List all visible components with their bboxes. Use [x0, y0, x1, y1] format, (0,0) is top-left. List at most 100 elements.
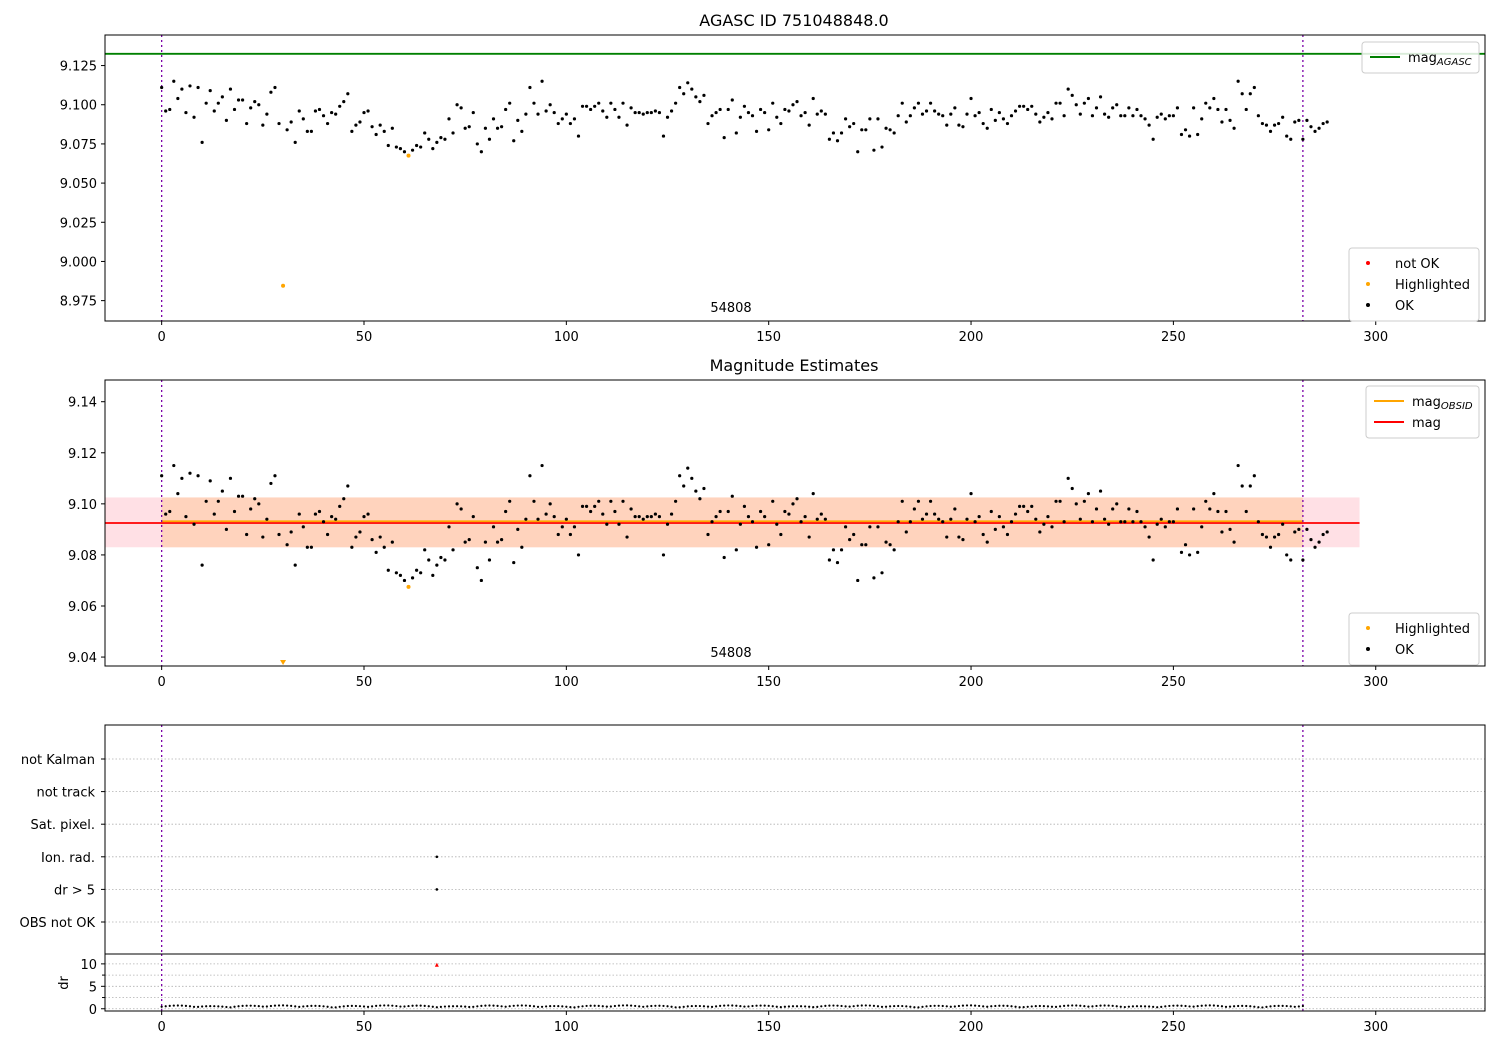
dr-point: [1216, 1004, 1220, 1007]
dr-point: [196, 1005, 200, 1008]
ok-point: [779, 532, 783, 537]
ok-point: [1066, 87, 1070, 91]
dr-point: [706, 1005, 710, 1008]
ok-point: [637, 515, 641, 519]
x-tick-label: 300: [1363, 675, 1388, 690]
dr-point: [358, 1005, 362, 1008]
dr-point: [261, 1005, 264, 1008]
ok-point: [184, 110, 188, 115]
panel1-title: AGASC ID 751048848.0: [699, 11, 888, 30]
dr-point: [1002, 1004, 1005, 1007]
ok-point: [471, 515, 475, 519]
dr-point: [860, 1004, 863, 1007]
dr-point: [1184, 1004, 1187, 1008]
ok-point: [848, 537, 852, 542]
ok-point: [204, 499, 208, 503]
dr-point: [354, 1004, 358, 1008]
dr-point: [508, 1005, 511, 1008]
ok-point: [904, 120, 908, 124]
flag-point: [435, 888, 439, 891]
ok-point: [872, 576, 876, 580]
ok-point: [945, 535, 949, 539]
ok-point: [783, 107, 787, 112]
ok-point: [852, 532, 856, 537]
ok-point: [937, 112, 941, 116]
dr-point: [678, 1006, 681, 1009]
ok-point: [439, 555, 443, 560]
dr-point: [1071, 1004, 1074, 1007]
dr-point: [225, 1005, 228, 1009]
x-tick-label: 100: [554, 675, 579, 690]
ok-point: [888, 128, 892, 132]
dr-point: [1180, 1004, 1183, 1007]
ok-point: [1232, 540, 1236, 544]
ok-point: [200, 563, 204, 567]
dr-point: [674, 1006, 677, 1009]
dr-point: [431, 1005, 434, 1008]
ok-point: [1038, 530, 1042, 534]
ok-point: [609, 101, 613, 105]
ok-point: [1107, 522, 1111, 526]
ok-point: [835, 139, 840, 143]
ok-point: [1038, 120, 1042, 124]
dr-point: [986, 1005, 989, 1008]
ok-point: [949, 517, 953, 521]
ok-point: [1313, 129, 1317, 133]
ok-point: [1325, 120, 1329, 124]
ok-point: [313, 109, 318, 113]
dr-point: [884, 1005, 888, 1008]
dr-point: [629, 1004, 633, 1007]
ok-point: [552, 515, 556, 519]
dr-point: [925, 1005, 928, 1008]
flag-row-label: OBS not OK: [20, 916, 96, 931]
ok-point: [1187, 134, 1192, 138]
dr-point: [245, 1004, 248, 1007]
ok-point: [1305, 527, 1309, 531]
ok-point: [1151, 137, 1155, 141]
ok-point: [398, 147, 403, 151]
dr-point: [714, 1005, 718, 1008]
ok-point: [888, 543, 892, 547]
ok-point: [593, 104, 597, 108]
ok-point: [694, 95, 698, 99]
dr-point: [1046, 1005, 1050, 1008]
dr-point: [973, 1004, 977, 1007]
ok-point: [791, 502, 795, 506]
y-tick-label: 0: [89, 1003, 97, 1018]
ok-point: [572, 117, 577, 121]
ok-point: [431, 573, 435, 577]
x-tick-label: 0: [158, 330, 166, 345]
panel4-ylabel: dr: [57, 976, 72, 990]
dr-point: [326, 1005, 329, 1008]
ok-point: [605, 522, 609, 526]
dr-point: [581, 1005, 584, 1008]
x-tick-label: 200: [959, 330, 984, 345]
ok-point: [1200, 525, 1204, 529]
ok-point: [823, 112, 827, 116]
ok-point: [637, 110, 641, 115]
ok-point: [904, 530, 908, 534]
ok-point: [240, 98, 245, 102]
ok-point: [1123, 520, 1127, 524]
ok-point: [572, 525, 577, 529]
ok-point: [1131, 114, 1135, 118]
ok-point: [657, 515, 662, 519]
ok-point: [746, 515, 751, 519]
ok-point: [1151, 558, 1155, 562]
ok-point: [576, 553, 581, 557]
ok-point: [1111, 106, 1115, 110]
ok-point: [839, 548, 844, 552]
ok-point: [852, 121, 856, 126]
ok-point: [738, 115, 742, 119]
ok-point: [257, 103, 261, 107]
ok-point: [819, 512, 823, 516]
ok-point: [520, 129, 524, 133]
ok-point: [815, 112, 819, 116]
ok-point: [160, 474, 164, 478]
legend-box: [1365, 385, 1480, 439]
dr-point: [686, 1005, 689, 1008]
ok-point: [342, 100, 346, 104]
ok-point: [390, 540, 394, 544]
dr-point: [1123, 1005, 1126, 1009]
ok-point: [617, 115, 621, 119]
